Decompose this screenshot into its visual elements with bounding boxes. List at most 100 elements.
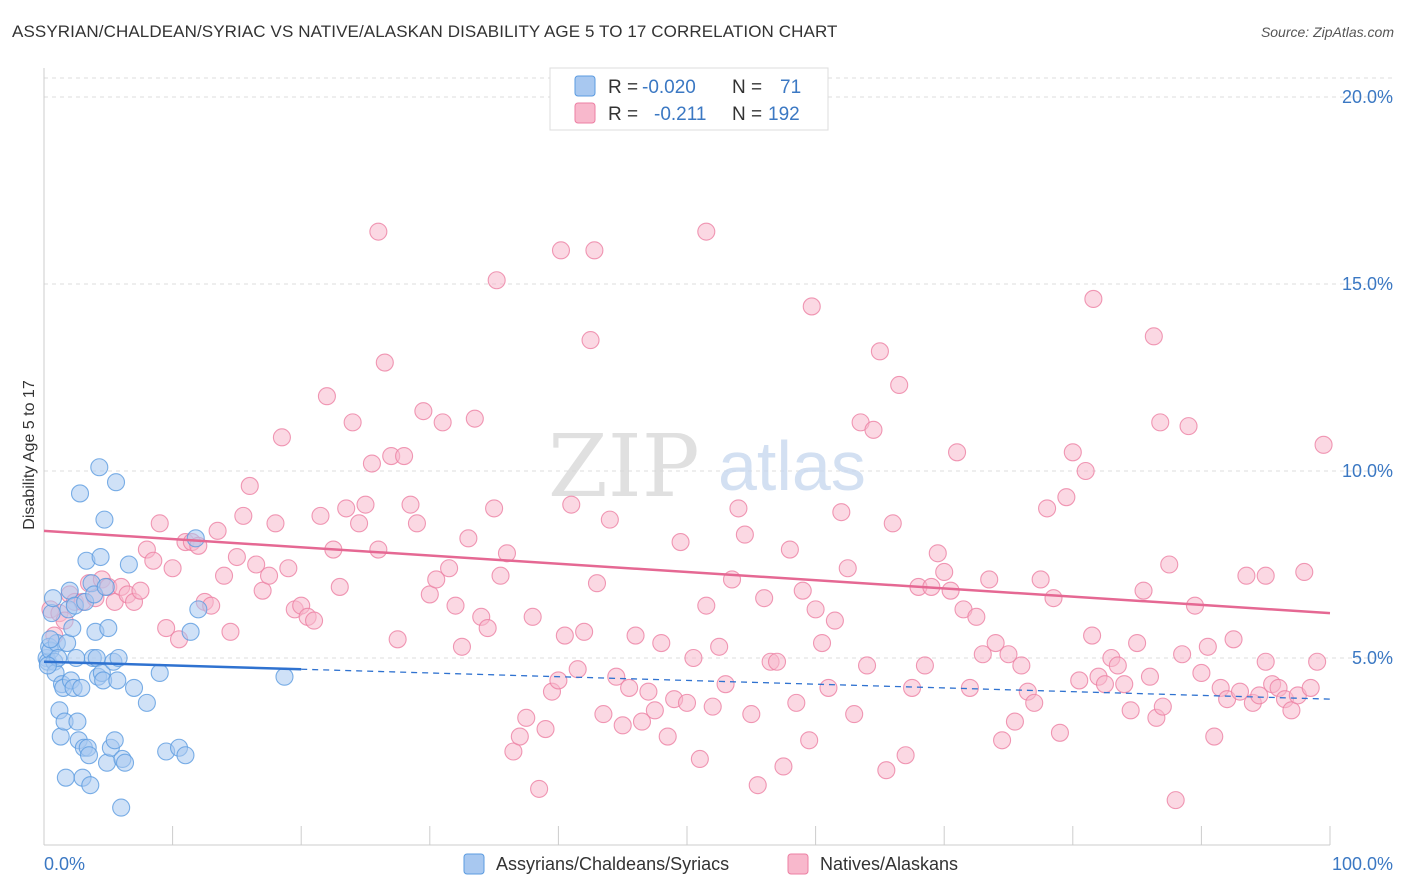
- scatter-point: [896, 746, 915, 765]
- y-tick-label: 5.0%: [1352, 648, 1393, 668]
- scatter-point: [1256, 566, 1275, 585]
- scatter-point: [585, 241, 604, 260]
- scatter-point: [510, 727, 529, 746]
- scatter-point: [1121, 701, 1140, 720]
- scatter-point: [478, 619, 497, 638]
- scatter-point: [43, 589, 63, 608]
- scatter-point: [375, 353, 394, 372]
- scatter-point: [812, 633, 832, 653]
- scatter-point: [1063, 443, 1082, 462]
- scatter-point: [793, 581, 812, 600]
- scatter-point: [902, 678, 922, 697]
- scatter-point: [1166, 791, 1185, 810]
- scatter-point: [626, 626, 645, 645]
- scatter-point: [1115, 675, 1134, 694]
- scatter-point: [1076, 461, 1095, 481]
- scatter-point: [81, 776, 100, 795]
- scatter-point: [1205, 727, 1224, 746]
- legend-r-label-1: R =: [608, 77, 638, 98]
- scatter-point: [459, 529, 478, 548]
- scatter-point: [414, 402, 433, 421]
- scatter-point: [1134, 581, 1153, 600]
- scatter-point: [1301, 678, 1320, 697]
- scatter-point: [485, 499, 504, 518]
- scatter-point: [247, 555, 266, 574]
- scatter-point: [72, 678, 91, 697]
- scatter-point: [652, 633, 671, 653]
- scatter-point: [487, 271, 506, 290]
- scatter-point: [1282, 701, 1301, 720]
- scatter-point: [105, 731, 124, 750]
- scatter-point: [1198, 637, 1217, 656]
- scatter-point: [710, 637, 729, 656]
- legend-r-label-2: R =: [608, 104, 638, 125]
- scatter-point: [993, 731, 1012, 750]
- scatter-point: [620, 678, 639, 697]
- chart-title: ASSYRIAN/CHALDEAN/SYRIAC VS NATIVE/ALASK…: [12, 22, 838, 41]
- scatter-point: [221, 622, 240, 641]
- scatter-point: [99, 619, 118, 638]
- watermark-atlas: atlas: [718, 427, 866, 505]
- scatter-point: [38, 656, 57, 675]
- scatter-point: [144, 551, 163, 570]
- scatter-point: [716, 675, 735, 694]
- legend-n-value-1: 71: [780, 77, 801, 98]
- legend-box: R = -0.020 N = 71 R = -0.211 N = 192: [549, 67, 829, 131]
- scatter-point: [208, 521, 227, 540]
- scatter-point: [877, 761, 896, 780]
- bottom-legend-label-blue: Assyrians/Chaldeans/Syriacs: [496, 854, 729, 874]
- scatter-point: [253, 581, 272, 600]
- legend-swatch-blue: [574, 75, 596, 97]
- scatter-point: [119, 555, 138, 574]
- scatter-point: [1308, 652, 1327, 671]
- scatter-point: [530, 779, 549, 798]
- scatter-point: [915, 656, 934, 675]
- scatter-point: [150, 514, 169, 533]
- scatter-point: [999, 645, 1018, 664]
- scatter-point: [1057, 488, 1076, 507]
- bottom-legend-swatch-blue: [463, 853, 485, 875]
- scatter-point: [407, 514, 426, 533]
- scatter-point: [729, 499, 748, 518]
- scatter-point: [115, 753, 135, 772]
- scatter-point: [279, 559, 298, 578]
- scatter-point: [42, 604, 61, 623]
- scatter-point: [1256, 652, 1275, 671]
- scatter-point: [337, 499, 356, 518]
- scatter-point: [1250, 686, 1269, 705]
- scatter-point: [639, 682, 658, 701]
- scatter-point: [1237, 566, 1256, 585]
- scatter-point: [980, 570, 999, 589]
- scatter-point: [97, 753, 117, 772]
- scatter-point: [1038, 499, 1057, 518]
- scatter-point: [986, 633, 1005, 653]
- scatter-point: [41, 630, 60, 649]
- scatter-point: [549, 671, 568, 690]
- scatter-point: [163, 559, 182, 578]
- scatter-point: [497, 544, 517, 563]
- scatter-point: [697, 222, 716, 241]
- legend-swatch-pink: [574, 102, 596, 124]
- scatter-point: [870, 342, 889, 361]
- scatter-point: [1179, 417, 1198, 436]
- legend-n-label-2: N =: [732, 104, 762, 125]
- scatter-point: [1230, 682, 1250, 701]
- bottom-legend-swatch-pink: [787, 853, 809, 875]
- scatter-point: [157, 619, 176, 638]
- scatter-point: [137, 693, 156, 712]
- scatter-point: [317, 387, 336, 406]
- scatter-point: [845, 705, 864, 724]
- scatter-point: [1173, 645, 1192, 664]
- scatter-point: [1025, 693, 1044, 712]
- y-tick-label: 10.0%: [1342, 461, 1393, 481]
- scatter-point: [1151, 413, 1170, 432]
- legend-n-label-1: N =: [732, 77, 762, 98]
- scatter-point: [607, 667, 626, 686]
- scatter-point: [446, 596, 465, 615]
- scatter-point: [186, 529, 205, 548]
- scatter-point: [311, 506, 330, 525]
- scatter-point: [703, 697, 722, 716]
- scatter-point: [305, 611, 324, 630]
- scatter-point: [181, 622, 200, 641]
